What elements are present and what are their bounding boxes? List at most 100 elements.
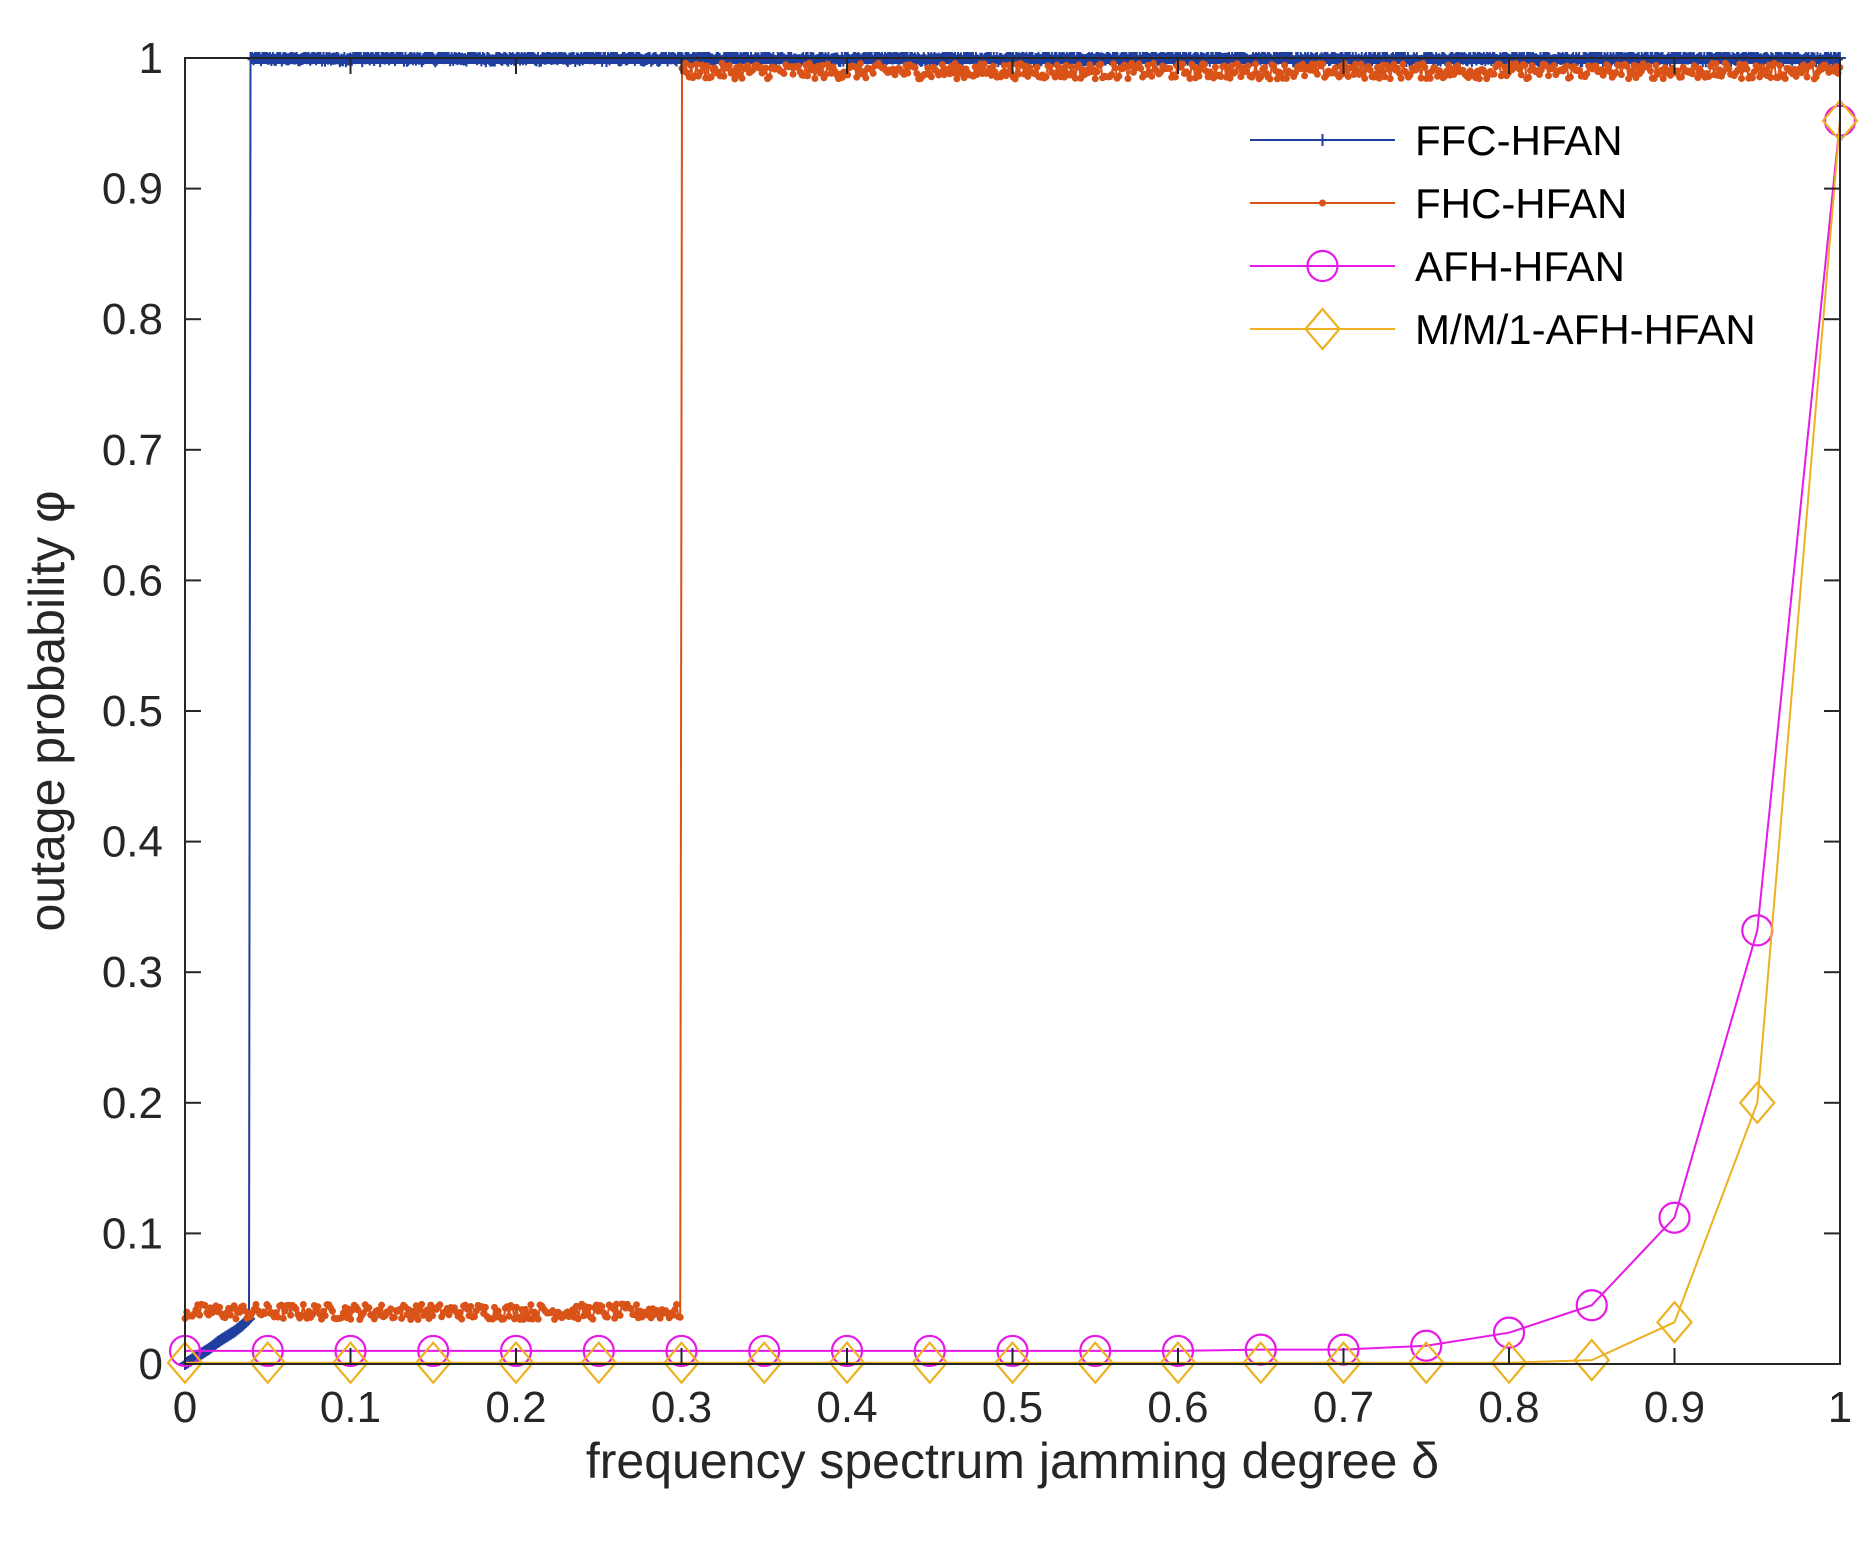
data-point — [1537, 66, 1545, 74]
data-point — [598, 1303, 606, 1311]
data-point — [458, 1315, 466, 1323]
data-point — [656, 1314, 664, 1322]
y-tick-label: 0.2 — [102, 1079, 163, 1128]
data-point — [996, 1334, 1029, 1368]
data-point — [314, 1303, 322, 1311]
data-point — [673, 1301, 681, 1309]
data-point — [1344, 73, 1352, 81]
data-point — [456, 1308, 464, 1316]
data-point — [387, 1305, 395, 1313]
data-point — [216, 1303, 224, 1311]
y-tick-label: 1 — [139, 34, 163, 83]
data-point — [1583, 70, 1591, 78]
data-point — [1366, 66, 1374, 74]
data-point — [1734, 66, 1742, 74]
data-point — [844, 71, 852, 79]
data-point — [949, 69, 957, 77]
data-point — [1325, 1340, 1362, 1385]
data-point — [299, 1300, 307, 1308]
data-point — [1407, 1340, 1445, 1385]
data-point — [227, 1311, 235, 1319]
data-point — [370, 1315, 378, 1323]
x-tick-label: 1 — [1828, 1383, 1852, 1432]
legend-marker — [1319, 199, 1326, 207]
data-point — [927, 73, 935, 81]
data-point — [445, 1311, 453, 1319]
data-point — [390, 1313, 398, 1321]
data-point — [417, 1334, 450, 1368]
data-point — [1798, 69, 1806, 77]
data-point — [816, 69, 824, 77]
data-point — [1148, 72, 1156, 80]
data-point — [953, 75, 961, 83]
data-point — [1652, 61, 1660, 69]
data-point — [1421, 63, 1429, 71]
data-point — [1075, 61, 1083, 69]
axes: 0 0.1 0.2 0.3 0.4 0.5 0.6 0.7 0.8 0.9 1 0 0.1 0.2 0.3 0… — [102, 34, 1852, 1432]
data-point — [321, 1312, 329, 1320]
data-point — [1674, 67, 1682, 75]
legend-entry: M/M/1-AFH-HFAN — [1250, 306, 1756, 353]
data-point — [1226, 74, 1234, 82]
data-point — [1115, 72, 1123, 80]
data-point — [693, 60, 701, 68]
data-point — [1011, 75, 1019, 83]
data-point — [1490, 1340, 1528, 1385]
data-point — [738, 74, 746, 82]
data-point — [762, 64, 770, 72]
data-point — [1736, 60, 1744, 68]
data-point — [627, 1305, 635, 1313]
data-point — [287, 1311, 295, 1319]
data-point — [1237, 73, 1245, 81]
data-point — [1093, 68, 1101, 76]
data-point — [1319, 60, 1327, 68]
legend: FFC-HFAN FHC-HFAN AFH-HFAN M/M/1-AFH-HFAN — [1250, 117, 1756, 353]
data-point — [703, 62, 711, 70]
data-point — [1357, 60, 1365, 68]
y-tick-label: 0.1 — [102, 1209, 163, 1258]
data-point — [665, 1334, 698, 1368]
y-tick-label: 0.9 — [102, 165, 163, 214]
data-point — [1161, 1334, 1195, 1368]
data-point — [632, 1301, 640, 1309]
data-point — [1767, 74, 1775, 82]
y-tick-label: 0.6 — [102, 556, 163, 605]
data-point — [1601, 67, 1609, 75]
data-point — [1705, 72, 1713, 80]
data-point — [497, 1340, 535, 1385]
data-point — [1658, 1201, 1691, 1234]
data-point — [574, 1315, 582, 1323]
data-point — [1386, 75, 1394, 83]
legend-entry: AFH-HFAN — [1250, 243, 1625, 290]
x-axis-title: frequency spectrum jamming degree δ — [586, 1433, 1439, 1489]
data-point — [1197, 65, 1205, 73]
legend-marker — [1316, 134, 1329, 146]
data-point — [274, 1313, 282, 1321]
data-point — [1068, 63, 1076, 71]
data-point — [251, 1334, 284, 1368]
data-point — [166, 1340, 204, 1385]
data-point — [1244, 62, 1252, 70]
data-point — [265, 1303, 273, 1311]
data-point — [1124, 75, 1132, 83]
data-point — [549, 1307, 557, 1315]
data-point — [1525, 74, 1533, 82]
data-point — [811, 75, 819, 83]
data-point — [1137, 65, 1145, 73]
data-point — [365, 1304, 373, 1312]
data-point — [707, 73, 715, 81]
data-point — [196, 1311, 204, 1319]
data-point — [1688, 70, 1696, 78]
x-tick-label: 0.9 — [1644, 1383, 1705, 1432]
legend-marker — [1306, 249, 1339, 283]
data-point — [1242, 1340, 1280, 1385]
series-afh-hfan — [168, 104, 1857, 1368]
data-point — [414, 1315, 422, 1323]
data-point — [423, 1306, 431, 1314]
x-tick-label: 0.3 — [651, 1383, 712, 1432]
data-point — [818, 61, 826, 69]
data-point — [1282, 74, 1290, 82]
data-point — [671, 1306, 679, 1314]
data-point — [869, 69, 877, 77]
